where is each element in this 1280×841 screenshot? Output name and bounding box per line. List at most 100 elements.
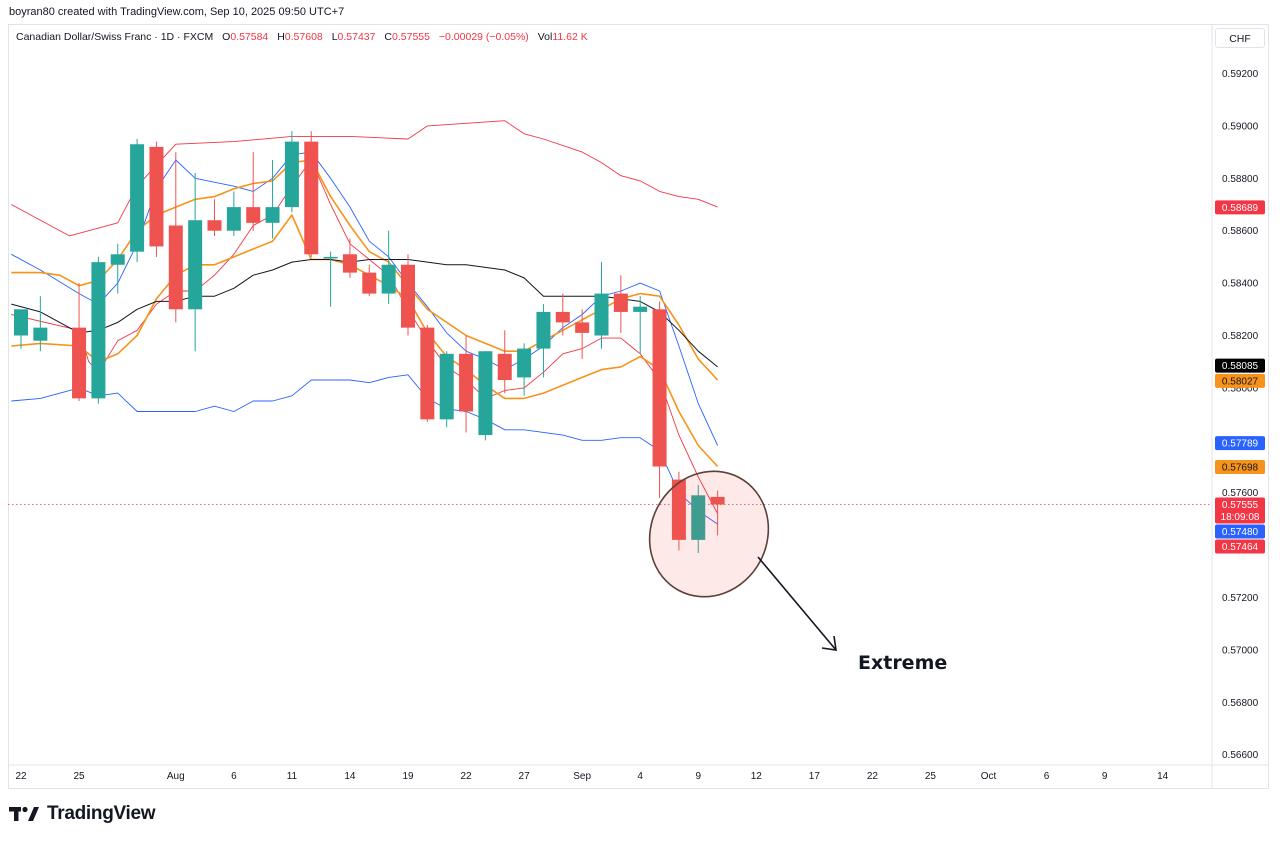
candle [691,484,706,553]
price-tag: 0.57789 [1215,436,1265,451]
candle [72,283,87,401]
tradingview-logo-icon [9,806,39,821]
candle [110,243,125,294]
currency-selector[interactable]: CHF [1215,28,1265,48]
price-tick-label: 0.58400 [1222,279,1259,290]
price-tick-label: 0.59200 [1222,69,1259,80]
low-label: L [331,31,338,43]
price-tag-value: 0.58689 [1222,203,1259,214]
candle [14,309,28,349]
candle [671,471,686,551]
candle [575,309,590,360]
candle [594,262,609,349]
time-tick-label: Oct [981,771,997,782]
time-tick-label: 22 [15,771,27,782]
time-tick-label: 6 [231,771,237,782]
price-tick-label: 0.56800 [1222,698,1259,709]
time-tick-label: 9 [695,771,701,782]
tradingview-logo[interactable]: TradingView [9,803,156,825]
time-tick-label: 12 [751,771,763,782]
candles [14,131,725,553]
indicator-line-3 [11,374,718,525]
candle [304,131,319,257]
time-tick-label: 25 [925,771,937,782]
price-tick-label: 0.58200 [1222,331,1259,342]
candle-body [149,146,164,247]
candle-body [188,220,203,310]
candle-body [362,272,377,294]
price-tag-bg [1215,200,1265,215]
candle [652,301,667,498]
price-tag: 0.57480 [1215,524,1265,539]
price-tag: 0.58027 [1215,373,1265,388]
candle [497,330,512,394]
indicator-line-2 [11,151,719,446]
candle-body [265,207,280,223]
price-tag-bg [1215,460,1265,475]
time-tick-label: 6 [1044,771,1050,782]
time-tick-label: 22 [460,771,472,782]
price-tag-value: 0.57464 [1222,542,1259,553]
candle [633,296,648,354]
chart-caption: boyran80 created with TradingView.com, S… [9,6,345,18]
candle-body [536,311,551,349]
time-tick-label: 4 [637,771,643,782]
candle-body [497,353,512,381]
indicator-line-5 [11,214,719,468]
indicator-line-1 [11,159,718,514]
candle-body [342,254,357,273]
candle-body [14,309,28,336]
candle-body [72,327,87,399]
candle-body [33,327,48,341]
time-tick-label: 25 [73,771,85,782]
price-tag-bg [1215,436,1265,451]
price-tick-label: 0.57000 [1222,645,1259,656]
candle-body [517,348,532,378]
arrow-head [821,635,837,651]
time-tick-label: 11 [287,771,298,782]
candle-body [226,207,241,231]
candle [401,254,415,336]
price-tick-label: 0.57200 [1222,593,1259,604]
indicator-lines [8,120,1212,525]
candle [265,159,280,239]
candle-body [304,141,319,255]
price-tick-label: 0.59000 [1222,121,1259,132]
price-tick-label: 0.58800 [1222,174,1259,185]
price-tag: 0.57464 [1215,539,1265,554]
time-tick-label: 9 [1102,771,1108,782]
volume-label: Vol [537,31,553,43]
price-tag: 0.58085 [1215,358,1265,373]
price-tag-value: 0.57555 [1222,500,1259,511]
candle [362,264,377,297]
price-tag-countdown: 18:09:08 [1221,512,1260,523]
candle-body [246,207,261,223]
candle-body [401,264,415,328]
candle [555,293,570,336]
candle [130,139,145,263]
candle [536,304,551,378]
price-tag-bg [1215,497,1265,524]
symbol-legend: Canadian Dollar/Swiss Franc · 1D · FXCM … [16,31,588,43]
low-value: 0.57437 [337,31,376,43]
price-axis: 0.59200 0.59000 0.58800 0.58600 0.58400 0.582… [8,24,1269,789]
price-tag-value: 0.57480 [1222,527,1259,538]
candle [91,256,106,404]
time-tick-label: 22 [867,771,879,782]
chart-frame [8,24,1269,789]
high-value: 0.57608 [284,31,323,43]
price-tag-value: 0.57698 [1222,463,1259,474]
candle [226,191,241,236]
candle-body [284,141,299,208]
candle-body [420,327,435,420]
symbol-name: Canadian Dollar/Swiss Franc · 1D · FXCM [16,31,214,43]
price-tag-value: 0.58027 [1222,376,1259,387]
indicator-line-0 [11,120,718,237]
arrow-shaft [757,556,837,651]
price-tag-bg [1215,358,1265,373]
candle [149,141,164,257]
candle [342,238,357,278]
candle-body [91,262,106,399]
price-tag-bg [1215,539,1265,554]
